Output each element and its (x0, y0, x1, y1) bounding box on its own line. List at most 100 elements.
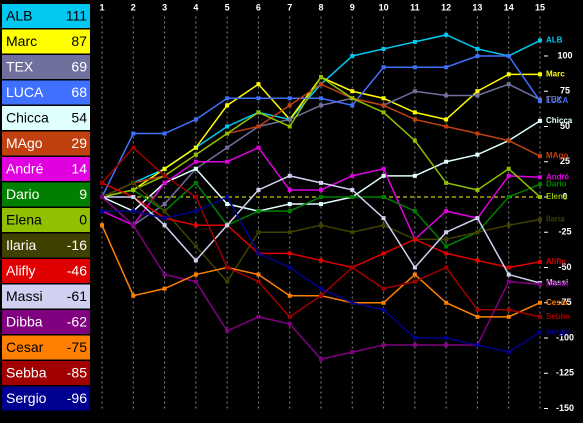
point (225, 103, 230, 108)
y-tick-label: -125 (556, 368, 574, 378)
point (475, 46, 480, 51)
point (381, 194, 386, 199)
point (412, 138, 417, 143)
point (412, 173, 417, 178)
legend-value: -46 (67, 262, 87, 278)
point (412, 89, 417, 94)
point (131, 194, 136, 199)
y-tick-label: 50 (560, 121, 570, 131)
point (131, 223, 136, 228)
point (412, 39, 417, 44)
legend-swatch (2, 335, 90, 360)
point (319, 103, 323, 108)
y-tick-label: -75 (558, 297, 571, 307)
legend-swatch (2, 182, 90, 207)
point (131, 145, 136, 150)
point (538, 99, 542, 104)
point (319, 187, 323, 192)
point (350, 230, 355, 235)
legend-name: Chicca (6, 109, 49, 125)
point (225, 159, 230, 164)
point (287, 265, 292, 270)
legend-name: ALB (6, 7, 32, 23)
x-tick-label: 13 (472, 2, 482, 12)
point (162, 272, 167, 277)
legend-swatch (2, 310, 90, 334)
point (256, 279, 261, 284)
point (538, 314, 542, 319)
point (319, 223, 323, 228)
series-end-label: MAgo (546, 151, 568, 160)
point (538, 259, 542, 264)
point (256, 251, 261, 256)
point (444, 251, 449, 256)
point (225, 131, 230, 136)
point (475, 89, 480, 94)
point (412, 335, 417, 340)
point (381, 110, 386, 115)
point (131, 209, 136, 214)
point (350, 96, 355, 101)
legend-name: Alifly (6, 262, 36, 278)
point (287, 187, 292, 192)
x-tick-label: 15 (535, 2, 545, 12)
point (412, 209, 417, 214)
series-end-label: Alifly (546, 257, 566, 266)
point (538, 72, 542, 77)
y-tick-label: 25 (560, 156, 570, 166)
x-tick-label: 2 (131, 2, 136, 12)
point (538, 118, 542, 123)
point (350, 265, 355, 270)
point (381, 307, 386, 312)
legend-value: 29 (71, 135, 87, 151)
point (350, 350, 355, 355)
y-tick-label: -25 (558, 227, 571, 237)
point (162, 131, 167, 136)
legend-value: -96 (67, 390, 87, 406)
point (538, 182, 542, 187)
point (538, 154, 542, 159)
y-tick-label: -150 (556, 403, 574, 413)
point (444, 335, 449, 340)
point (131, 293, 136, 298)
point (444, 244, 449, 249)
point (287, 251, 292, 256)
legend-swatch (2, 131, 90, 156)
point (538, 330, 542, 335)
point (506, 265, 511, 270)
point (287, 230, 292, 235)
point (538, 282, 542, 287)
legend-value: 54 (71, 109, 87, 125)
point (225, 202, 230, 207)
point (162, 180, 167, 185)
point (100, 209, 104, 214)
series-end-label: Dibba (546, 280, 569, 289)
point (287, 96, 292, 101)
point (412, 117, 417, 122)
point (256, 145, 261, 150)
point (381, 46, 386, 51)
point (538, 175, 542, 180)
legend-name: Dario (6, 186, 40, 202)
legend-name: Marc (6, 33, 37, 49)
point (475, 152, 480, 157)
point (225, 223, 230, 228)
point (100, 194, 104, 199)
point (381, 65, 386, 70)
legend-name: LUCA (6, 84, 44, 100)
legend-swatch (2, 386, 90, 411)
series-end-label: ALB (546, 36, 563, 45)
point (506, 53, 511, 58)
point (381, 343, 386, 348)
point (412, 279, 417, 284)
point (162, 166, 167, 171)
legend-value: -62 (67, 313, 87, 329)
point (100, 180, 104, 185)
point (319, 180, 323, 185)
point (412, 65, 417, 70)
point (475, 216, 480, 221)
point (444, 237, 449, 242)
x-tick-label: 4 (193, 2, 198, 12)
point (381, 223, 386, 228)
